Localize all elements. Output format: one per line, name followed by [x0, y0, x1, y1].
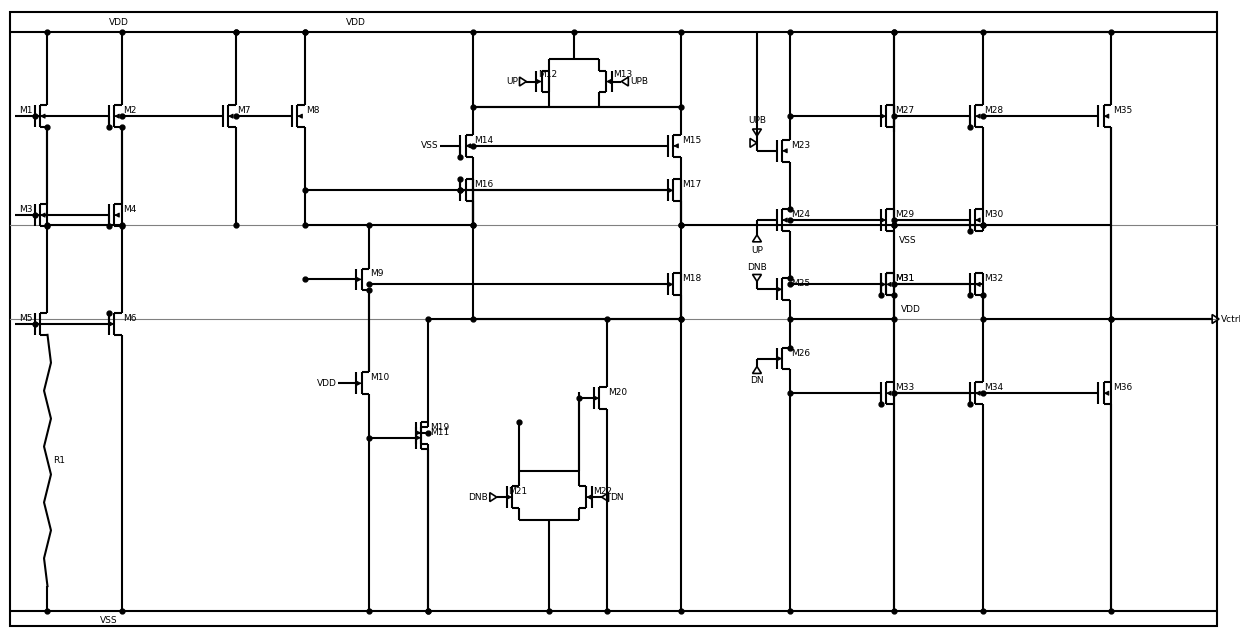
Text: M13: M13: [613, 70, 632, 79]
Text: M8: M8: [306, 106, 320, 115]
Text: M36: M36: [1112, 383, 1132, 392]
Text: M26: M26: [791, 349, 810, 358]
Text: M7: M7: [237, 106, 250, 115]
Text: R1: R1: [53, 456, 66, 465]
Text: DN: DN: [750, 376, 764, 385]
Text: M28: M28: [985, 106, 1003, 115]
Text: M18: M18: [682, 274, 702, 284]
Text: M32: M32: [985, 274, 1003, 284]
Text: M33: M33: [895, 383, 914, 392]
Text: M29: M29: [895, 210, 914, 219]
Text: M14: M14: [475, 136, 494, 145]
Text: UP: UP: [506, 77, 518, 86]
Text: DN: DN: [610, 493, 624, 502]
Text: M12: M12: [538, 70, 557, 79]
Text: M27: M27: [895, 106, 914, 115]
Text: M9: M9: [371, 270, 384, 279]
Text: M35: M35: [1112, 106, 1132, 115]
Text: M21: M21: [508, 487, 527, 496]
Text: UPB: UPB: [748, 116, 766, 125]
Text: UP: UP: [751, 246, 763, 255]
Text: M22: M22: [593, 487, 613, 496]
Text: M19: M19: [430, 423, 449, 432]
Text: M17: M17: [682, 180, 702, 189]
Text: VDD: VDD: [346, 18, 366, 27]
Text: VDD: VDD: [109, 18, 129, 27]
Text: M20: M20: [608, 389, 627, 397]
Text: M15: M15: [682, 136, 702, 145]
Text: M16: M16: [475, 180, 494, 189]
Text: M5: M5: [19, 314, 32, 323]
Text: M34: M34: [985, 383, 1003, 392]
Text: VDD: VDD: [316, 379, 336, 388]
Text: M1: M1: [19, 106, 32, 115]
Text: VSS: VSS: [899, 236, 916, 245]
Text: Vctrl: Vctrl: [1220, 314, 1240, 323]
Text: DNB: DNB: [469, 493, 489, 502]
Text: VSS: VSS: [100, 616, 118, 625]
Text: M10: M10: [371, 373, 389, 382]
Text: M4: M4: [123, 205, 136, 214]
Text: M24: M24: [791, 210, 810, 219]
Text: M6: M6: [123, 314, 136, 323]
Text: VDD: VDD: [900, 305, 920, 314]
Text: M25: M25: [791, 279, 810, 288]
Text: M30: M30: [985, 210, 1003, 219]
Text: VSS: VSS: [420, 141, 439, 150]
Text: M2: M2: [123, 106, 136, 115]
Text: M31: M31: [895, 274, 914, 284]
Text: M23: M23: [791, 141, 810, 150]
Text: M3: M3: [19, 205, 32, 214]
Text: DNB: DNB: [746, 263, 766, 272]
Text: UPB: UPB: [630, 77, 647, 86]
Text: M11: M11: [430, 427, 449, 437]
Text: M31: M31: [895, 274, 914, 284]
